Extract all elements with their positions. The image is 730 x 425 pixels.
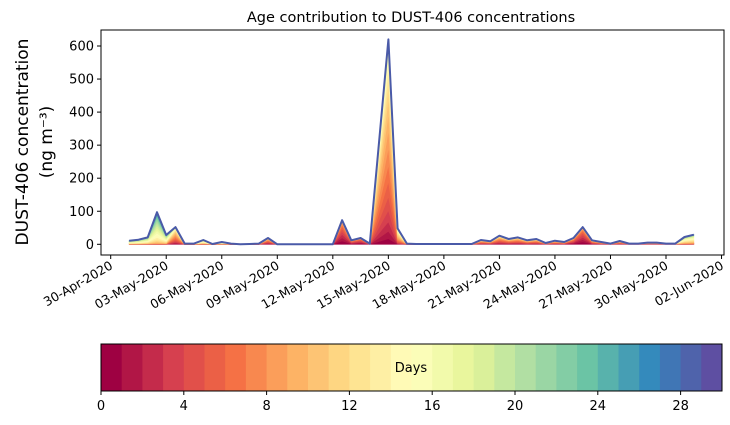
colorbar-label: Days: [395, 361, 428, 376]
colorbar-bin-0: [101, 344, 123, 391]
age-band-7: [128, 147, 695, 245]
colorbar-bin-4: [183, 344, 205, 391]
age-band-17: [128, 44, 695, 245]
y-tick-label: 100: [69, 205, 94, 220]
y-tick-label: 400: [69, 106, 94, 121]
y-tick-label: 0: [86, 238, 94, 253]
age-band-28: [129, 39, 694, 245]
age-band-16: [128, 47, 695, 245]
age-band-22: [128, 39, 695, 245]
colorbar-bin-11: [328, 344, 350, 391]
age-band-26: [129, 39, 694, 245]
colorbar-tick-label: 4: [180, 399, 188, 414]
colorbar-bin-3: [163, 344, 185, 391]
age-band-29: [129, 39, 694, 245]
age-band-12: [128, 73, 695, 245]
chart-title: Age contribution to DUST-406 concentrati…: [247, 10, 575, 26]
colorbar-bin-7: [245, 344, 268, 391]
age-band-27: [129, 39, 695, 245]
colorbar-frame: [100, 343, 723, 392]
colorbar-bin-8: [266, 344, 288, 391]
colorbar-bin-17: [452, 344, 475, 391]
colorbar-bin-26: [639, 344, 661, 391]
colorbar-tick-label: 12: [341, 399, 358, 414]
age-band-6: [129, 164, 695, 245]
plot-area: [128, 38, 695, 246]
colorbar-bin-9: [287, 344, 309, 391]
y-tick-label: 600: [69, 40, 94, 55]
age-band-24: [128, 39, 695, 245]
age-band-9: [128, 113, 695, 245]
colorbar-bin-1: [121, 344, 143, 391]
y-tick-label: 200: [69, 172, 94, 187]
y-axis-label-line1: DUST-406 concentration: [13, 39, 33, 246]
colorbar-bin-28: [680, 344, 702, 391]
age-band-18: [128, 42, 695, 245]
age-band-8: [128, 130, 695, 245]
age-band-10: [128, 98, 695, 245]
colorbar-bin-6: [225, 344, 247, 391]
colorbar-bin-20: [515, 344, 537, 391]
age-band-13: [128, 64, 695, 245]
age-band-3: [129, 209, 695, 245]
colorbar-bin-23: [577, 344, 599, 391]
colorbar-bin-10: [308, 344, 330, 391]
colorbar-bin-16: [432, 344, 454, 391]
colorbar-tick-label: 16: [424, 399, 441, 414]
y-axis-label-line2: (ng m⁻³): [37, 106, 57, 179]
colorbar-bin-25: [618, 344, 640, 391]
colorbar-bin-14: [390, 344, 412, 391]
colorbar-bin-18: [473, 344, 495, 391]
colorbar: Days 0 4 8 12 16 20 24 28: [97, 343, 723, 414]
colorbar-bin-5: [204, 344, 226, 391]
axes-frame: [100, 29, 725, 256]
age-band-5: [128, 181, 695, 245]
colorbar-bin-29: [701, 344, 723, 391]
colorbar-tick-label: 28: [672, 399, 689, 414]
age-band-23: [129, 39, 695, 245]
colorbar-tick-label: 24: [590, 399, 607, 414]
colorbar-bin-19: [494, 344, 516, 391]
colorbar-bin-27: [659, 344, 682, 391]
age-band-25: [128, 39, 694, 245]
colorbar-bin-2: [142, 344, 164, 391]
colorbar-bin-15: [411, 344, 433, 391]
colorbar-tick-label: 0: [97, 399, 105, 414]
age-band-4: [129, 195, 695, 245]
y-tick-label: 500: [69, 73, 94, 88]
age-band-21: [128, 39, 695, 245]
y-tick-label: 300: [69, 139, 94, 154]
age-band-15: [128, 51, 695, 245]
age-band-11: [128, 85, 695, 245]
colorbar-bin-22: [556, 344, 578, 391]
age-band-20: [128, 40, 695, 245]
age-band-2: [129, 221, 694, 245]
colorbar-tick-label: 8: [262, 399, 270, 414]
colorbar-bin-13: [370, 344, 392, 391]
colorbar-tick-label: 20: [507, 399, 524, 414]
colorbar-bin-21: [535, 344, 557, 391]
colorbar-bin-12: [349, 344, 371, 391]
age-band-14: [128, 56, 695, 245]
age-band-19: [128, 41, 695, 245]
total-outline-line: [129, 38, 695, 246]
colorbar-bin-24: [597, 344, 619, 391]
